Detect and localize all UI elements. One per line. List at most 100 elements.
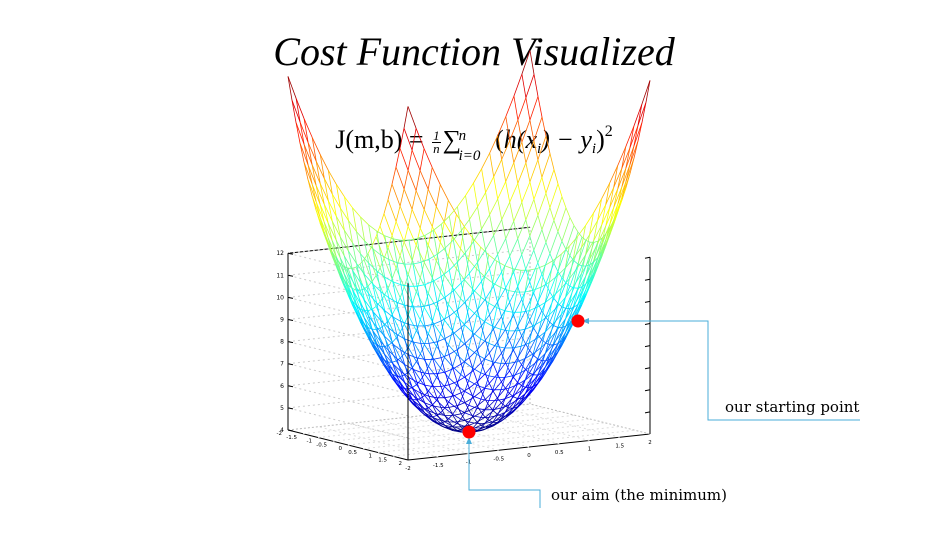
mesh-line-y [496, 398, 506, 401]
mesh-line-y [367, 253, 377, 276]
mesh-line-y [521, 350, 530, 365]
mesh-line-y [436, 400, 445, 409]
mesh-line-y [629, 125, 639, 149]
mesh-line-x [601, 226, 607, 244]
mesh-line-y [307, 179, 317, 202]
mesh-line-y [395, 221, 405, 243]
mesh-line-x [488, 389, 494, 401]
mesh-line-x [400, 240, 406, 265]
mesh-line-x [407, 339, 413, 348]
mesh-line-x [339, 236, 345, 257]
mesh-line-x [428, 321, 433, 335]
mesh-line-x [553, 220, 559, 232]
mesh-line-y [544, 295, 554, 303]
mesh-line-y [460, 273, 470, 284]
mesh-line-y [448, 381, 458, 386]
mesh-line-y [529, 159, 539, 183]
mesh-line-x [461, 230, 466, 253]
mesh-line-x [521, 254, 527, 270]
mesh-line-x [553, 343, 558, 346]
left-axis-tick-label: -1 [307, 439, 312, 445]
mesh-line-y [553, 241, 563, 264]
mesh-line-x [557, 302, 563, 308]
mesh-line-x [529, 50, 535, 75]
slide-title: Cost Function Visualized [273, 29, 675, 74]
mesh-line-x [452, 315, 457, 332]
mesh-line-x [537, 378, 542, 384]
mesh-line-y [360, 253, 369, 264]
mesh-line-x [524, 367, 530, 381]
mesh-line-x [549, 321, 554, 326]
grid-left-wall [287, 296, 409, 328]
mesh-line-y [573, 286, 583, 308]
mesh-line-x [621, 181, 627, 198]
sum-upper-limit: n [458, 128, 467, 144]
mesh-line-y [327, 200, 337, 217]
mesh-line-y [533, 360, 542, 375]
mesh-line-x [380, 341, 385, 355]
mesh-line-x [432, 346, 437, 358]
mesh-line-x [553, 263, 559, 272]
formula-exponent: 2 [604, 123, 613, 140]
mesh-line-x [557, 345, 562, 353]
mesh-line-x [537, 215, 543, 230]
front-axis-tick-label: 1 [588, 447, 592, 453]
mesh-line-y [323, 231, 333, 253]
mesh-line-y [344, 230, 353, 244]
mesh-line-x [465, 252, 470, 274]
mesh-line-y [625, 145, 635, 169]
mesh-line-y [492, 415, 502, 423]
mesh-line-y [436, 307, 445, 321]
mesh-line-y [396, 382, 405, 393]
mesh-line-y [505, 271, 515, 289]
mesh-line-x [448, 330, 453, 346]
mesh-line-y [485, 235, 494, 250]
mesh-line-y [545, 263, 555, 284]
mesh-line-y [403, 128, 413, 151]
z-tick-label: 4 [280, 427, 284, 434]
mesh-line-y [331, 193, 341, 209]
mesh-line-y [533, 177, 543, 200]
mesh-line-x [497, 198, 503, 220]
mesh-line-x [331, 240, 337, 257]
mesh-line-y [315, 185, 325, 205]
mesh-line-x [372, 310, 377, 327]
mesh-line-x [448, 216, 454, 241]
mesh-line-x [432, 230, 438, 255]
mesh-line-y [355, 303, 365, 319]
mesh-line-y [497, 287, 506, 303]
mesh-line-x [473, 182, 478, 207]
mesh-line-y [435, 206, 445, 223]
mesh-line-y [408, 377, 417, 383]
mesh-line-y [464, 416, 474, 421]
mesh-line-x [489, 214, 494, 236]
mesh-line-x [565, 319, 570, 333]
mesh-line-y [396, 262, 405, 265]
mesh-line-y [408, 354, 418, 359]
mesh-line-x [420, 393, 426, 404]
mesh-line-y [456, 419, 466, 423]
mesh-line-x [609, 223, 615, 235]
mesh-line-x [485, 298, 490, 315]
mesh-line-x [344, 196, 349, 221]
mesh-line-x [585, 276, 591, 291]
mesh-line-x [601, 233, 607, 239]
mesh-line-x [489, 314, 494, 330]
mesh-line-x [529, 181, 535, 200]
mesh-line-x [541, 116, 547, 137]
mesh-line-y [372, 248, 381, 256]
mesh-line-x [549, 359, 554, 367]
mesh-line-y [477, 298, 486, 311]
mesh-line-x [392, 281, 398, 303]
mesh-line-y [488, 375, 497, 378]
mesh-line-x [448, 384, 454, 397]
mesh-line-x [440, 357, 446, 373]
mesh-line-x [412, 388, 418, 399]
mesh-line-y [419, 227, 429, 246]
mesh-line-y [525, 328, 535, 345]
mesh-line-y [569, 288, 579, 309]
mesh-line-x [569, 286, 574, 304]
mesh-line-x [432, 307, 437, 322]
mesh-line-x [477, 309, 482, 326]
mesh-line-x [589, 260, 595, 277]
